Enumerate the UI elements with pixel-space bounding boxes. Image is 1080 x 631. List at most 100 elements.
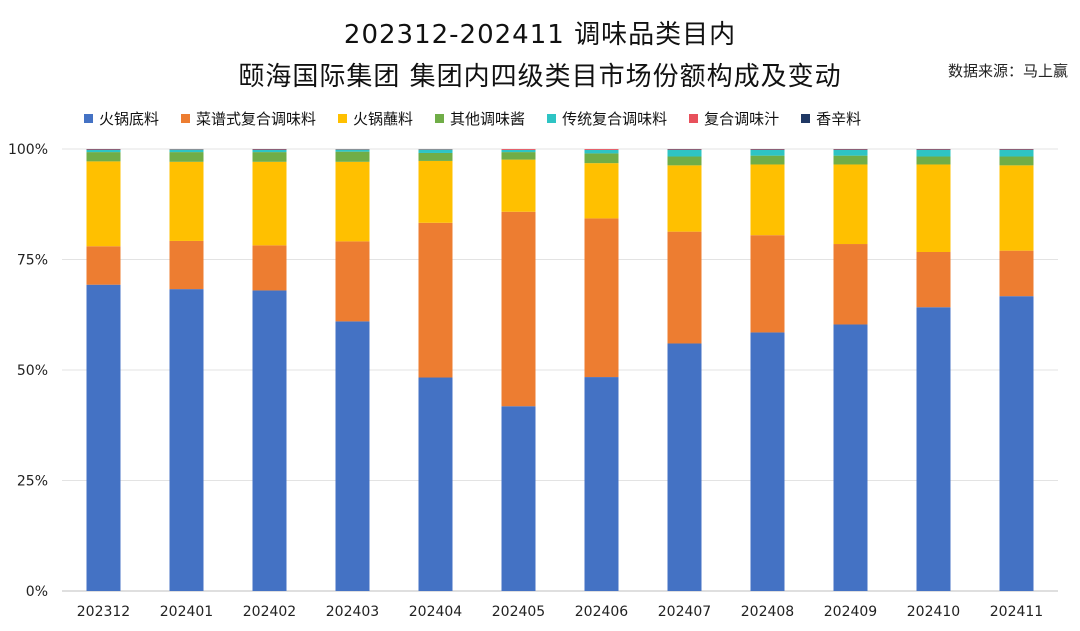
bar-segment (418, 160, 453, 223)
legend-label: 菜谱式复合调味料 (196, 110, 317, 128)
bar-segment (833, 244, 868, 325)
bar-segment (999, 296, 1034, 591)
bar-segment (750, 332, 785, 591)
bar-segment (667, 343, 702, 591)
chart-title-line2: 颐海国际集团 集团内四级类目市场份额构成及变动 (238, 62, 842, 92)
bar-segment (335, 241, 370, 322)
legend-swatch (435, 114, 445, 123)
legend-swatch (801, 114, 811, 123)
bar-segment (750, 164, 785, 236)
bar-segment (252, 290, 287, 591)
x-tick-label: 202410 (907, 604, 960, 620)
legend-swatch (547, 114, 557, 123)
legend-swatch (181, 114, 191, 123)
bar-segment (501, 211, 536, 407)
data-source-note: 数据来源：马上赢 (947, 62, 1068, 80)
legend-item: 传统复合调味料 (547, 108, 667, 129)
bar-segment (335, 151, 370, 162)
x-tick-label: 202404 (409, 604, 463, 620)
y-tick-label: 100% (8, 142, 48, 158)
bar-segment (833, 149, 868, 156)
bar-segment (916, 164, 951, 252)
bar-segment (999, 149, 1034, 157)
bar-segment (667, 156, 702, 166)
x-tick-label: 202402 (243, 604, 296, 620)
legend-label: 火锅蘸料 (353, 110, 414, 128)
legend-swatch (338, 114, 348, 123)
bar-segment (916, 156, 951, 165)
bar-segment (418, 222, 453, 378)
x-tick-label: 202409 (824, 604, 877, 620)
bar-segment (584, 377, 619, 591)
bar-segment (667, 231, 702, 344)
bar-segment (916, 251, 951, 308)
bar-segment (335, 149, 370, 152)
bar-segment (833, 164, 868, 245)
bar-segment (999, 165, 1034, 251)
bar-segment (169, 289, 204, 591)
bar-segment (86, 284, 121, 591)
bar-segment (335, 161, 370, 242)
bar-segment (584, 163, 619, 219)
bar-segment (169, 240, 204, 290)
bar-segment (335, 321, 370, 591)
legend-label: 香辛料 (816, 110, 862, 128)
bar-segment (584, 153, 619, 164)
bar-segment (501, 149, 536, 153)
y-tick-label: 25% (17, 474, 48, 490)
legend-label: 火锅底料 (99, 110, 160, 128)
x-tick-label: 202312 (77, 604, 130, 620)
legend-label: 其他调味酱 (450, 110, 526, 128)
legend-item: 香辛料 (801, 108, 861, 129)
bar-segment (501, 152, 536, 160)
legend-item: 其他调味酱 (435, 108, 525, 129)
bar-segment (169, 149, 204, 153)
chart-title-line1: 202312-202411 调味品类目内 (343, 20, 737, 50)
bar-segment (750, 235, 785, 333)
bar-segment (169, 161, 204, 241)
chart-legend: 火锅底料 菜谱式复合调味料 火锅蘸料 其他调味酱 传统复合调味料 复合调味汁 香辛料 (84, 108, 861, 129)
x-tick-label: 202407 (658, 604, 711, 620)
legend-label: 复合调味汁 (704, 110, 780, 128)
bar-segment (86, 246, 121, 285)
bar-segment (418, 149, 453, 153)
bar-segment (833, 155, 868, 165)
bar-segment (667, 149, 702, 157)
x-tick-label: 202405 (492, 604, 545, 620)
y-tick-label: 75% (17, 253, 48, 269)
legend-item: 菜谱式复合调味料 (181, 108, 316, 129)
bar-segment (169, 152, 204, 162)
bar-segment (750, 155, 785, 165)
x-tick-label: 202401 (160, 604, 213, 620)
bar-segment (418, 152, 453, 161)
bar-segment (833, 324, 868, 591)
legend-label: 传统复合调味料 (562, 110, 668, 128)
y-tick-label: 50% (17, 363, 48, 379)
bar-segment (667, 165, 702, 232)
x-tick-label: 202403 (326, 604, 379, 620)
bar-segment (418, 377, 453, 591)
bar-segment (999, 250, 1034, 297)
x-tick-label: 202411 (990, 604, 1043, 620)
bar-segment (916, 149, 951, 157)
bar-segment (584, 149, 619, 150)
bar-segment (999, 156, 1034, 166)
bar-segment (584, 218, 619, 378)
legend-swatch (689, 114, 699, 123)
bar-segment (750, 149, 785, 156)
bar-segment (501, 149, 536, 150)
legend-item: 火锅底料 (84, 108, 159, 129)
bar-segment (86, 161, 121, 247)
bar-segment (86, 149, 121, 153)
bar-segment (916, 307, 951, 591)
bar-segment (252, 152, 287, 162)
legend-item: 火锅蘸料 (338, 108, 413, 129)
legend-swatch (84, 114, 93, 123)
bar-segment (252, 149, 287, 153)
x-tick-label: 202408 (741, 604, 794, 620)
bar-segment (501, 406, 536, 591)
x-tick-label: 202406 (575, 604, 629, 620)
bar-segment (252, 245, 287, 291)
y-tick-label: 0% (26, 584, 48, 600)
